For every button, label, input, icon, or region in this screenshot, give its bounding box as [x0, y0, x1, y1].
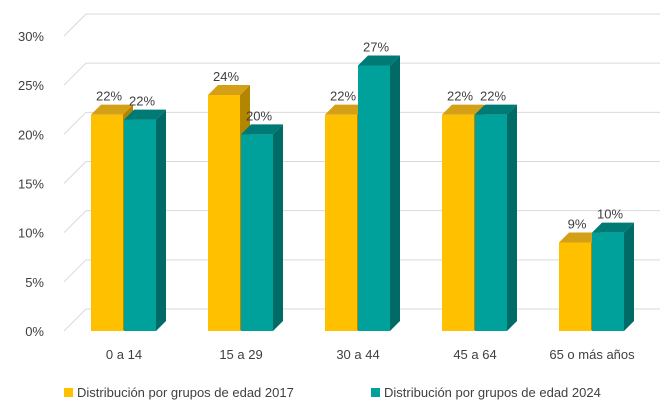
y-tick-label: 15% — [18, 177, 44, 192]
legend: Distribución por grupos de edad 2017 Dis… — [64, 385, 601, 400]
gridline — [63, 62, 660, 86]
legend-swatch-2017 — [64, 388, 73, 397]
bar-top — [325, 104, 367, 115]
bar-group: 22% — [124, 94, 166, 331]
data-label: 22% — [447, 89, 473, 104]
legend-label-2017: Distribución por grupos de edad 2017 — [77, 385, 294, 400]
data-label: 22% — [129, 94, 155, 109]
bar — [241, 134, 273, 331]
y-tick-label: 0% — [25, 324, 44, 339]
bar — [325, 114, 357, 332]
x-category-label: 15 a 29 — [219, 347, 262, 362]
bar-top — [358, 55, 400, 66]
bar — [442, 114, 474, 332]
bar-side — [624, 222, 634, 331]
y-tick-label: 30% — [18, 29, 44, 44]
bar-side — [507, 104, 517, 332]
bar — [358, 65, 390, 331]
legend-swatch-2024 — [371, 388, 380, 397]
y-tick-label: 5% — [25, 275, 44, 290]
bar-group: 20% — [241, 108, 283, 331]
bar-top — [208, 85, 250, 95]
x-category-label: 45 a 64 — [453, 347, 496, 362]
bar — [592, 232, 624, 331]
gridlines — [63, 13, 660, 332]
bar-group: 10% — [592, 207, 634, 331]
x-category-label: 65 o más años — [549, 347, 635, 362]
bar-group: 27% — [358, 40, 400, 331]
bar-group: 22% — [475, 89, 517, 332]
bar-top — [442, 104, 484, 115]
bar — [124, 119, 156, 331]
y-axis: 0% 5% 10% 15% 20% 25% 30% — [18, 29, 44, 339]
data-label: 22% — [330, 89, 356, 104]
bar — [559, 242, 591, 331]
bar — [91, 114, 123, 332]
y-tick-label: 10% — [18, 226, 44, 241]
bar-top — [559, 232, 601, 243]
bar — [208, 95, 240, 331]
bar-side — [273, 124, 283, 331]
data-label: 27% — [363, 40, 389, 55]
data-label: 10% — [597, 207, 623, 222]
bar-top — [592, 222, 634, 233]
bar-top — [475, 104, 517, 115]
x-category-label: 30 a 44 — [336, 347, 379, 362]
bar-side — [156, 109, 166, 331]
bar-top — [91, 104, 133, 115]
x-category-label: 0 a 14 — [106, 347, 142, 362]
bar — [475, 114, 507, 332]
y-tick-label: 20% — [18, 127, 44, 142]
data-label: 24% — [213, 69, 239, 84]
data-label: 22% — [480, 89, 506, 104]
bars: 22% 22% 24% 20% 22% 27% 22% 22% 9% 10% — [91, 40, 634, 332]
bar-top — [124, 109, 166, 120]
y-tick-label: 25% — [18, 78, 44, 93]
data-label: 20% — [246, 108, 272, 123]
data-label: 22% — [96, 89, 122, 104]
bar-side — [390, 55, 400, 331]
data-label: 9% — [568, 217, 587, 232]
x-axis: 0 a 14 15 a 29 30 a 44 45 a 64 65 o más años — [106, 347, 635, 362]
bar-top — [241, 124, 283, 135]
gridline — [63, 13, 660, 37]
legend-label-2024: Distribución por grupos de edad 2024 — [384, 385, 601, 400]
